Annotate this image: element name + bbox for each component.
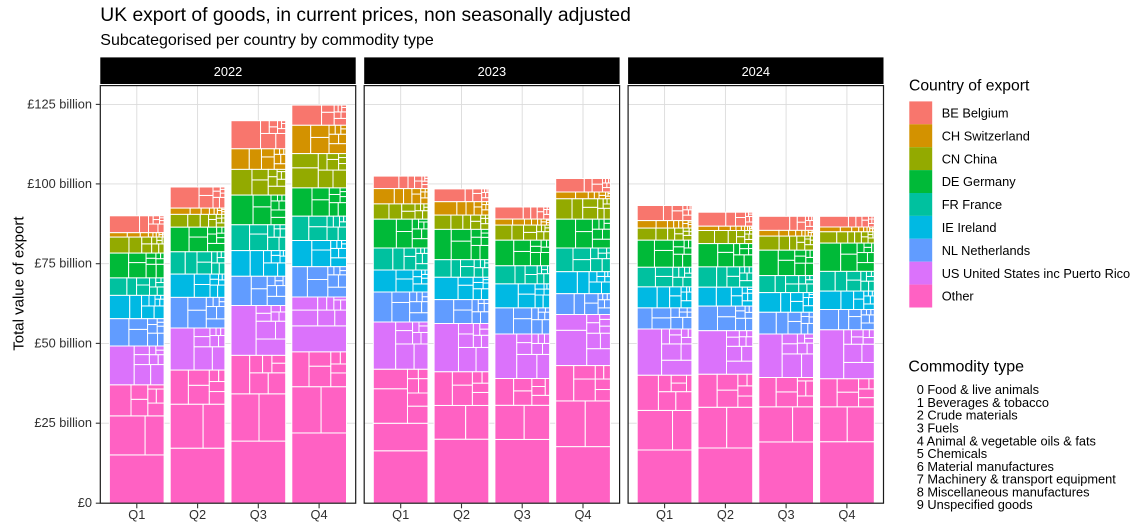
svg-text:Q2: Q2 xyxy=(453,507,470,522)
svg-text:£25 billion: £25 billion xyxy=(34,415,92,430)
svg-text:Q3: Q3 xyxy=(778,507,795,522)
svg-text:£125 billion: £125 billion xyxy=(27,96,92,111)
svg-text:Q2: Q2 xyxy=(717,507,734,522)
svg-text:2022: 2022 xyxy=(214,64,242,79)
svg-text:Commodity type: Commodity type xyxy=(908,358,1024,375)
svg-text:Q2: Q2 xyxy=(189,507,206,522)
svg-text:FR France: FR France xyxy=(942,197,1002,212)
svg-text:£0: £0 xyxy=(78,495,92,510)
svg-text:Q1: Q1 xyxy=(392,507,409,522)
svg-text:UK export of goods, in current: UK export of goods, in current prices, n… xyxy=(100,5,631,26)
svg-text:Subcategorised per country by: Subcategorised per country by commodity … xyxy=(100,32,434,49)
svg-text:1 Beverages & tobacco: 1 Beverages & tobacco xyxy=(917,395,1049,410)
svg-text:7 Machinery & transport equipm: 7 Machinery & transport equipment xyxy=(917,472,1117,487)
svg-text:Q4: Q4 xyxy=(311,507,328,522)
svg-text:Q4: Q4 xyxy=(838,507,855,522)
svg-text:£50 billion: £50 billion xyxy=(34,335,92,350)
svg-text:£100 billion: £100 billion xyxy=(27,176,92,191)
svg-text:CH Switzerland: CH Switzerland xyxy=(942,128,1030,143)
svg-text:Q1: Q1 xyxy=(128,507,145,522)
svg-text:CN China: CN China xyxy=(942,151,998,166)
svg-text:Q4: Q4 xyxy=(574,507,591,522)
svg-text:Other: Other xyxy=(942,289,975,304)
svg-text:BE Belgium: BE Belgium xyxy=(942,105,1009,120)
svg-text:DE Germany: DE Germany xyxy=(942,174,1017,189)
svg-text:8 Miscellaneous manufactures: 8 Miscellaneous manufactures xyxy=(917,484,1090,499)
svg-text:2 Crude materials: 2 Crude materials xyxy=(917,408,1018,423)
svg-text:2024: 2024 xyxy=(742,64,770,79)
svg-text:US United States inc Puerto Ri: US United States inc Puerto Rico xyxy=(942,266,1130,281)
svg-text:9 Unspecified goods: 9 Unspecified goods xyxy=(917,497,1033,512)
svg-text:Country of export: Country of export xyxy=(909,77,1030,94)
svg-text:0 Food & live animals: 0 Food & live animals xyxy=(917,382,1039,397)
svg-text:Q1: Q1 xyxy=(656,507,673,522)
svg-text:3 Fuels: 3 Fuels xyxy=(917,420,959,435)
svg-text:2023: 2023 xyxy=(478,64,506,79)
svg-text:Q3: Q3 xyxy=(250,507,267,522)
svg-text:Q3: Q3 xyxy=(514,507,531,522)
svg-text:NL Netherlands: NL Netherlands xyxy=(942,243,1030,258)
svg-text:6 Material manufactures: 6 Material manufactures xyxy=(917,459,1054,474)
svg-text:4 Animal & vegetable oils & fa: 4 Animal & vegetable oils & fats xyxy=(917,433,1096,448)
svg-text:£75 billion: £75 billion xyxy=(34,256,92,271)
svg-text:IE Ireland: IE Ireland xyxy=(942,220,997,235)
svg-text:Total value of export: Total value of export xyxy=(11,216,28,351)
svg-text:5 Chemicals: 5 Chemicals xyxy=(917,446,987,461)
